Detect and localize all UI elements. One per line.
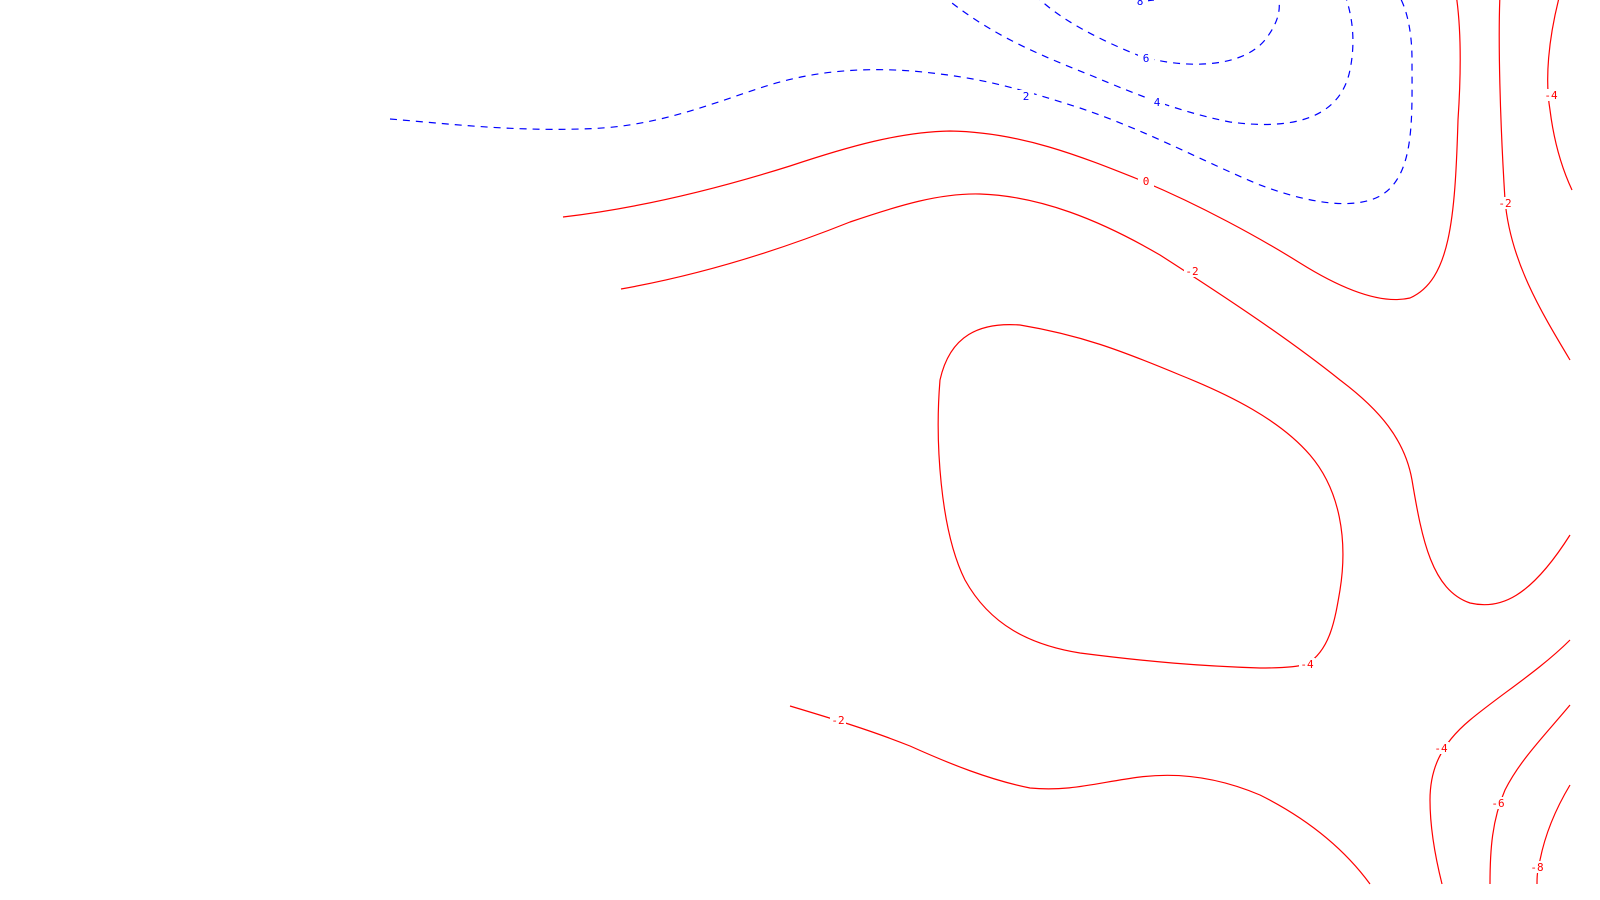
contour-label-pos-8: 8 <box>1137 0 1144 8</box>
contour-line-neg-4-lower <box>1429 639 1571 885</box>
contour-label-zero-0: 0 <box>1143 175 1150 188</box>
contour-line-neg-4-right <box>1547 0 1573 191</box>
contour-label-neg-2-lower: -2 <box>831 714 844 727</box>
contour-label-gap-neg-4-right <box>1543 89 1559 101</box>
contour-line-neg-4-loop <box>937 323 1344 669</box>
contour-label-gap-pos-6 <box>1138 52 1154 64</box>
contour-label-gap-neg-2-right <box>1497 197 1513 209</box>
contour-label-gap-neg-4-loop <box>1299 658 1315 670</box>
contour-label-neg-2-upper: -2 <box>1185 265 1198 278</box>
contour-label-gap-neg-4-lower <box>1433 742 1449 754</box>
contour-label-gap-pos-4 <box>1149 96 1165 108</box>
contour-label-neg-8-lower: -8 <box>1530 861 1543 874</box>
contour-label-neg-2-right: -2 <box>1498 197 1511 210</box>
contour-label-pos-2: 2 <box>1023 90 1030 103</box>
contour-line-neg-8-lower <box>1536 784 1571 885</box>
contour-line-neg-6-lower <box>1489 704 1571 885</box>
contour-label-pos-4: 4 <box>1154 96 1161 109</box>
contour-line-zero-0 <box>562 0 1461 301</box>
contour-line-neg-2-lower <box>789 705 1371 885</box>
contour-label-gap-pos-2 <box>1018 90 1034 102</box>
contour-label-gap-neg-8-lower <box>1529 861 1545 873</box>
contour-line-pos-2 <box>389 0 1413 205</box>
contour-label-gap-neg-6-lower <box>1490 797 1506 809</box>
contour-line-pos-4 <box>947 0 1354 125</box>
contour-label-gap-neg-2-lower <box>830 714 846 726</box>
contour-line-neg-2-upper <box>620 193 1571 606</box>
contour-label-gap-pos-8 <box>1132 0 1148 7</box>
contour-label-neg-4-loop: -4 <box>1300 658 1314 671</box>
contour-line-pos-6 <box>1039 0 1280 65</box>
contour-label-gap-neg-2-upper <box>1184 265 1200 277</box>
contour-label-neg-4-lower: -4 <box>1434 742 1448 755</box>
contour-label-neg-6-lower: -6 <box>1491 797 1504 810</box>
contour-label-pos-6: 6 <box>1143 52 1150 65</box>
contour-label-gap-zero-0 <box>1138 175 1154 187</box>
contour-line-neg-2-right <box>1498 0 1571 361</box>
contour-label-neg-4-right: -4 <box>1544 89 1558 102</box>
